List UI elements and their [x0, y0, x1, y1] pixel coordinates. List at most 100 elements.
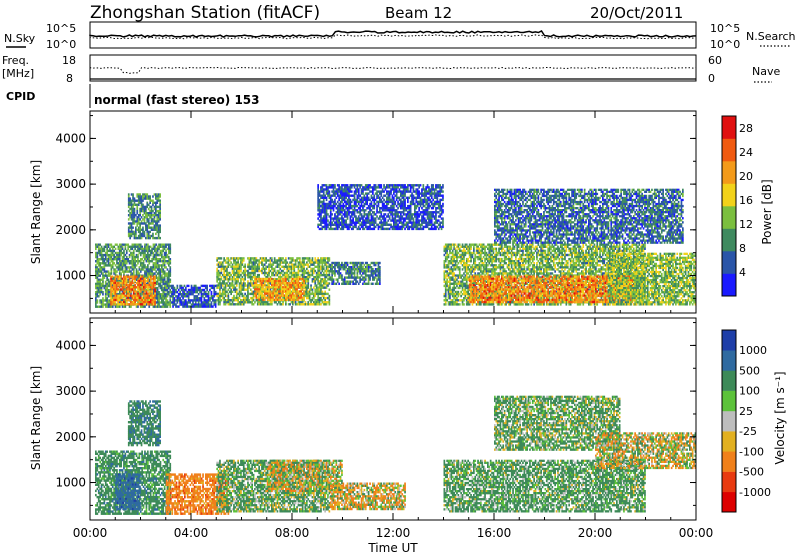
heatmap-cell [372, 227, 374, 231]
heatmap-cell [369, 186, 371, 189]
heatmap-cell [125, 288, 128, 291]
heatmap-cell [348, 280, 350, 283]
heatmap-cell [162, 249, 165, 253]
heatmap-cell [155, 205, 157, 209]
heatmap-cell [161, 276, 163, 279]
heatmap-cell [393, 192, 395, 195]
heatmap-cell [285, 298, 287, 301]
heatmap-cell [180, 295, 183, 298]
heatmap-cell [311, 280, 314, 283]
heatmap-cell [241, 299, 244, 302]
heatmap-cell [263, 303, 266, 306]
heatmap-cell [269, 286, 272, 289]
heatmap-cell [314, 290, 317, 293]
heatmap-cell [334, 274, 336, 277]
heatmap-cell [318, 267, 321, 271]
heatmap-cell [299, 261, 301, 264]
heatmap-cell [362, 223, 364, 226]
heatmap-cell [132, 216, 134, 219]
beam-label: Beam 12 [385, 4, 452, 22]
heatmap-cell [169, 284, 172, 288]
heatmap-cell [124, 277, 127, 280]
heatmap-cell [143, 232, 146, 236]
heatmap-cell [103, 245, 106, 248]
heatmap-cell [223, 278, 225, 281]
heatmap-cell [339, 200, 342, 204]
heatmap-cell [328, 192, 331, 195]
heatmap-cell [150, 216, 153, 219]
freq-tick-top: 18 [62, 54, 76, 67]
heatmap-cell [135, 236, 137, 240]
heatmap-cell [132, 281, 135, 285]
heatmap-cell [118, 251, 121, 255]
heatmap-cell [313, 267, 315, 271]
heatmap-cell [377, 223, 380, 226]
heatmap-cell [125, 303, 128, 306]
heatmap-cell [134, 284, 136, 287]
heatmap-cell [269, 282, 272, 285]
heatmap-cell [372, 270, 374, 273]
heatmap-cell [329, 227, 332, 231]
heatmap-cell [106, 297, 108, 300]
heatmap-cell [96, 293, 99, 296]
heatmap-cell [131, 301, 134, 304]
heatmap-cell [301, 261, 304, 264]
heatmap-cell [148, 296, 151, 300]
heatmap-cell [132, 195, 134, 198]
heatmap-cell [138, 268, 141, 271]
heatmap-cell [104, 282, 107, 286]
heatmap-cell [135, 270, 138, 273]
heatmap-cell [282, 294, 284, 297]
heatmap-cell [99, 288, 101, 292]
heatmap-cell [95, 284, 97, 288]
heatmap-cell [156, 222, 159, 225]
heatmap-cell [145, 214, 147, 217]
heatmap-cell [390, 204, 392, 208]
heatmap-cell [107, 295, 110, 298]
heatmap-cell [142, 305, 145, 308]
heatmap-cell [325, 204, 328, 208]
heatmap-cell [163, 291, 166, 294]
heatmap-cell [219, 273, 221, 277]
nave-trace [89, 66, 697, 74]
heatmap-cell [124, 275, 127, 278]
heatmap-cell [113, 281, 115, 285]
heatmap-cell [142, 251, 145, 255]
heatmap-cell [131, 245, 134, 248]
heatmap-cell [317, 223, 319, 226]
heatmap-cell [134, 266, 136, 269]
heatmap-cell [161, 266, 163, 269]
heatmap-cell [275, 290, 277, 293]
heatmap-cell [145, 301, 148, 304]
heatmap-cell [263, 271, 266, 275]
heatmap-cell [307, 290, 310, 293]
heatmap-cell [357, 202, 360, 206]
heatmap-cell [144, 264, 146, 267]
heatmap-cell [111, 251, 114, 255]
heatmap-cell [118, 247, 121, 251]
heatmap-cell [241, 263, 244, 266]
heatmap-cell [143, 212, 146, 215]
heatmap-cell [223, 292, 225, 296]
heatmap-cell [350, 213, 353, 216]
heatmap-cell [332, 184, 335, 187]
heatmap-cell [370, 213, 373, 216]
heatmap-cell [263, 290, 266, 293]
heatmap-cell [123, 281, 125, 285]
heatmap-cell [353, 221, 356, 224]
heatmap-cell [373, 184, 376, 187]
heatmap-cell [357, 196, 360, 199]
heatmap-cell [387, 213, 390, 216]
heatmap-cell [290, 282, 293, 285]
heatmap-cell [255, 267, 258, 271]
heatmap-cell [143, 218, 146, 221]
heatmap-cell [317, 276, 319, 279]
heatmap-cell [134, 247, 136, 251]
heatmap-cell [128, 298, 131, 302]
heatmap-cell [317, 299, 319, 302]
heatmap-cell [100, 262, 103, 265]
heatmap-cell [237, 299, 239, 302]
heatmap-cell [320, 190, 322, 193]
heatmap-cell [104, 270, 107, 273]
heatmap-cell [238, 273, 241, 277]
